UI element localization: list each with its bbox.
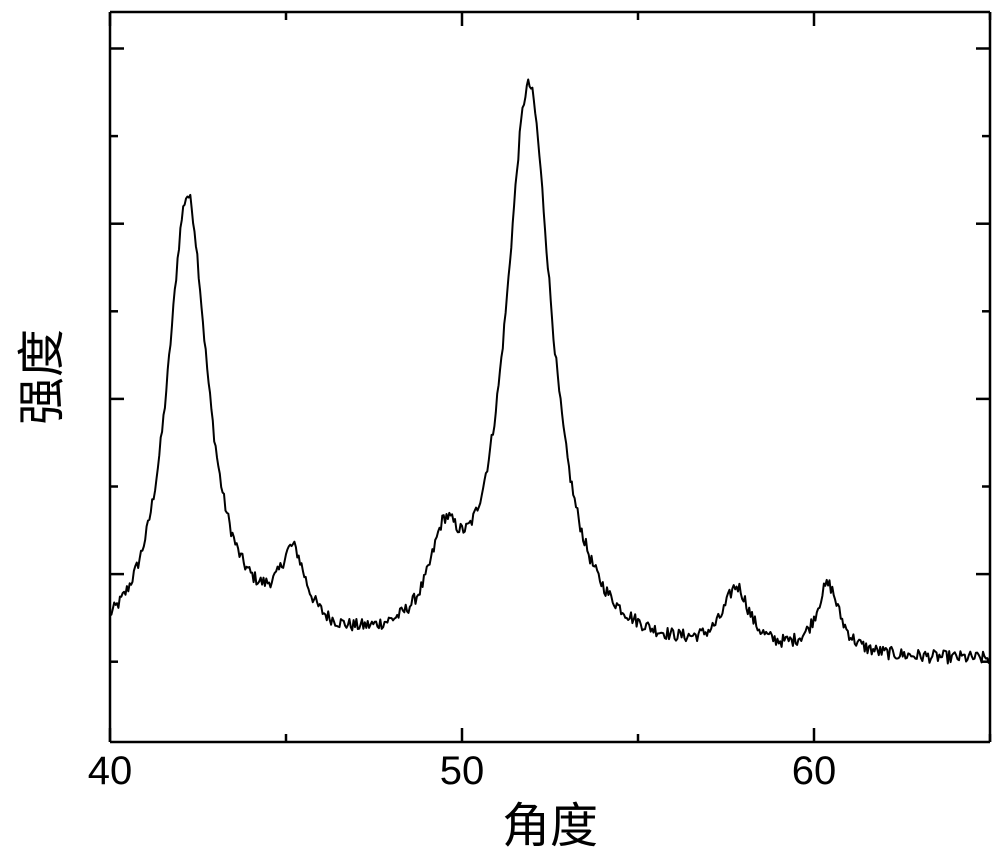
xrd-chart-svg: 40 50 60 角度 强度 [0, 0, 1000, 854]
svg-text:50: 50 [440, 749, 485, 793]
y-axis-label: 强度 [16, 329, 69, 425]
svg-text:40: 40 [88, 749, 133, 793]
chart-background [0, 0, 1000, 854]
xrd-chart-container: 40 50 60 角度 强度 [0, 0, 1000, 854]
svg-text:60: 60 [792, 749, 837, 793]
x-axis-label: 角度 [502, 800, 598, 853]
